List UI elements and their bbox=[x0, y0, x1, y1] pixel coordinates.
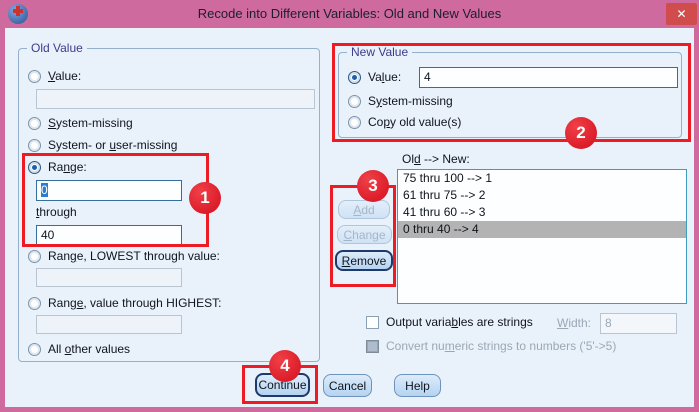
dialog-title: Recode into Different Variables: Old and… bbox=[197, 6, 502, 21]
radio-range-highest[interactable]: Range, value through HIGHEST: bbox=[28, 296, 221, 310]
output-strings-checkbox[interactable] bbox=[366, 315, 379, 329]
radio-system-missing-new[interactable]: System-missing bbox=[348, 94, 453, 108]
radio-range-label: Range: bbox=[48, 160, 87, 174]
radio-system-or-user-missing[interactable]: System- or user-missing bbox=[28, 138, 177, 152]
width-label: Width: bbox=[557, 316, 592, 330]
close-icon[interactable]: ✕ bbox=[666, 3, 697, 25]
spss-app-icon bbox=[8, 4, 28, 24]
radio-system-missing-label: System-missing bbox=[48, 116, 133, 130]
radio-all-other-values[interactable]: All other values bbox=[28, 342, 130, 356]
through-label: through bbox=[36, 205, 77, 219]
convert-numeric-row: Convert numeric strings to numbers ('5'-… bbox=[366, 339, 616, 353]
radio-icon bbox=[28, 249, 41, 263]
new-value-group: New Value Value: 4 System-missing Copy o… bbox=[338, 45, 682, 138]
radio-new-value-label: Value: bbox=[368, 70, 402, 84]
range-to-input[interactable]: 40 bbox=[36, 225, 182, 246]
add-button[interactable]: Add bbox=[338, 200, 390, 219]
width-input[interactable]: 8 bbox=[600, 313, 677, 334]
radio-icon bbox=[28, 296, 41, 310]
radio-system-or-user-label: System- or user-missing bbox=[48, 138, 178, 152]
radio-range-highest-label: Range, value through HIGHEST: bbox=[48, 296, 222, 310]
title-bar: Recode into Different Variables: Old and… bbox=[0, 0, 699, 28]
output-strings-label: Output variables are strings bbox=[386, 315, 533, 329]
radio-icon bbox=[28, 138, 41, 152]
old-new-label: Old --> New: bbox=[402, 152, 470, 166]
help-button[interactable]: Help bbox=[394, 374, 441, 397]
radio-icon bbox=[28, 342, 41, 356]
old-value-legend: Old Value bbox=[27, 41, 87, 55]
range-lowest-input[interactable] bbox=[36, 268, 182, 287]
radio-icon bbox=[28, 69, 41, 83]
radio-old-value-label: Value: bbox=[48, 69, 82, 83]
radio-copy-old-values[interactable]: Copy old value(s) bbox=[348, 115, 461, 129]
radio-icon bbox=[28, 116, 41, 130]
radio-checked-icon bbox=[348, 70, 361, 84]
convert-numeric-checkbox[interactable] bbox=[366, 339, 379, 353]
old-new-listbox[interactable]: 75 thru 100 --> 1 61 thru 75 --> 2 41 th… bbox=[397, 169, 687, 304]
radio-all-other-label: All other values bbox=[48, 342, 131, 356]
continue-button[interactable]: Continue bbox=[255, 373, 310, 397]
output-strings-row: Output variables are strings bbox=[366, 315, 533, 329]
radio-system-missing-old[interactable]: System-missing bbox=[28, 116, 133, 130]
radio-copy-old-label: Copy old value(s) bbox=[368, 115, 462, 129]
radio-system-missing-new-label: System-missing bbox=[368, 94, 453, 108]
radio-icon bbox=[348, 115, 361, 129]
new-value-input[interactable]: 4 bbox=[419, 67, 678, 88]
radio-range-lowest[interactable]: Range, LOWEST through value: bbox=[28, 249, 220, 263]
list-item[interactable]: 75 thru 100 --> 1 bbox=[403, 171, 493, 185]
old-value-group: Old Value Value: System-missing System- … bbox=[18, 41, 320, 362]
radio-range[interactable]: Range: bbox=[28, 160, 87, 174]
range-from-input[interactable]: 0 bbox=[36, 180, 182, 201]
new-value-legend: New Value bbox=[347, 45, 413, 59]
radio-old-value[interactable]: Value: bbox=[28, 69, 81, 83]
change-button[interactable]: Change bbox=[337, 225, 392, 244]
cancel-button[interactable]: Cancel bbox=[323, 374, 372, 397]
radio-range-lowest-label: Range, LOWEST through value: bbox=[48, 249, 220, 263]
list-item[interactable]: 41 thru 60 --> 3 bbox=[403, 205, 486, 219]
remove-button[interactable]: Remove bbox=[335, 250, 393, 271]
range-highest-input[interactable] bbox=[36, 315, 182, 334]
old-value-input[interactable] bbox=[36, 89, 315, 109]
convert-numeric-label: Convert numeric strings to numbers ('5'-… bbox=[386, 339, 617, 353]
radio-checked-icon bbox=[28, 160, 41, 174]
radio-icon bbox=[348, 94, 361, 108]
list-item[interactable]: 0 thru 40 --> 4 bbox=[398, 221, 686, 238]
list-item[interactable]: 61 thru 75 --> 2 bbox=[403, 188, 486, 202]
radio-new-value[interactable]: Value: bbox=[348, 70, 401, 84]
